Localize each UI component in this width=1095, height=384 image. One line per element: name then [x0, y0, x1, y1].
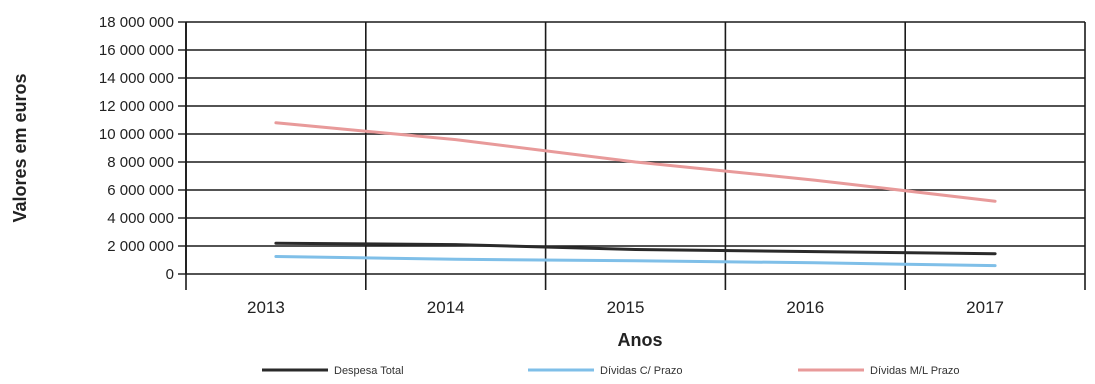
x-tick-label: 2013: [247, 298, 285, 317]
y-tick-label: 14 000 000: [99, 70, 174, 87]
x-axis-tick-labels: 2013 2014 2015 2016 2017: [247, 298, 1004, 317]
y-tick-label: 4 000 000: [107, 210, 174, 227]
y-tick-label: 2 000 000: [107, 238, 174, 255]
y-tick-label: 0: [166, 266, 174, 283]
series-line-2: [274, 255, 997, 268]
y-tick-label: 12 000 000: [99, 98, 174, 115]
legend-label: Dívidas C/ Prazo: [600, 365, 683, 377]
legend: Despesa Total Dívidas C/ Prazo Dívidas M/L…: [262, 365, 959, 377]
series-lines: [274, 121, 997, 268]
y-tick-label: 16 000 000: [99, 42, 174, 59]
y-tick-label: 10 000 000: [99, 126, 174, 143]
x-tick-label: 2016: [786, 298, 824, 317]
y-axis-tick-labels: 0 2 000 000 4 000 000 6 000 000 8 000 000 10 …: [99, 14, 174, 283]
y-axis-title: Valores em euros: [10, 73, 30, 222]
series-line-3: [274, 121, 997, 203]
legend-label: Dívidas M/L Prazo: [870, 365, 959, 377]
x-tick-label: 2014: [427, 298, 465, 317]
series-line-1: [274, 241, 997, 256]
x-axis-title: Anos: [618, 330, 663, 350]
legend-label: Despesa Total: [334, 365, 404, 377]
y-tick-label: 8 000 000: [107, 154, 174, 171]
x-tick-label: 2015: [607, 298, 645, 317]
x-tick-label: 2017: [966, 298, 1004, 317]
y-tick-label: 6 000 000: [107, 182, 174, 199]
y-tick-label: 18 000 000: [99, 14, 174, 31]
